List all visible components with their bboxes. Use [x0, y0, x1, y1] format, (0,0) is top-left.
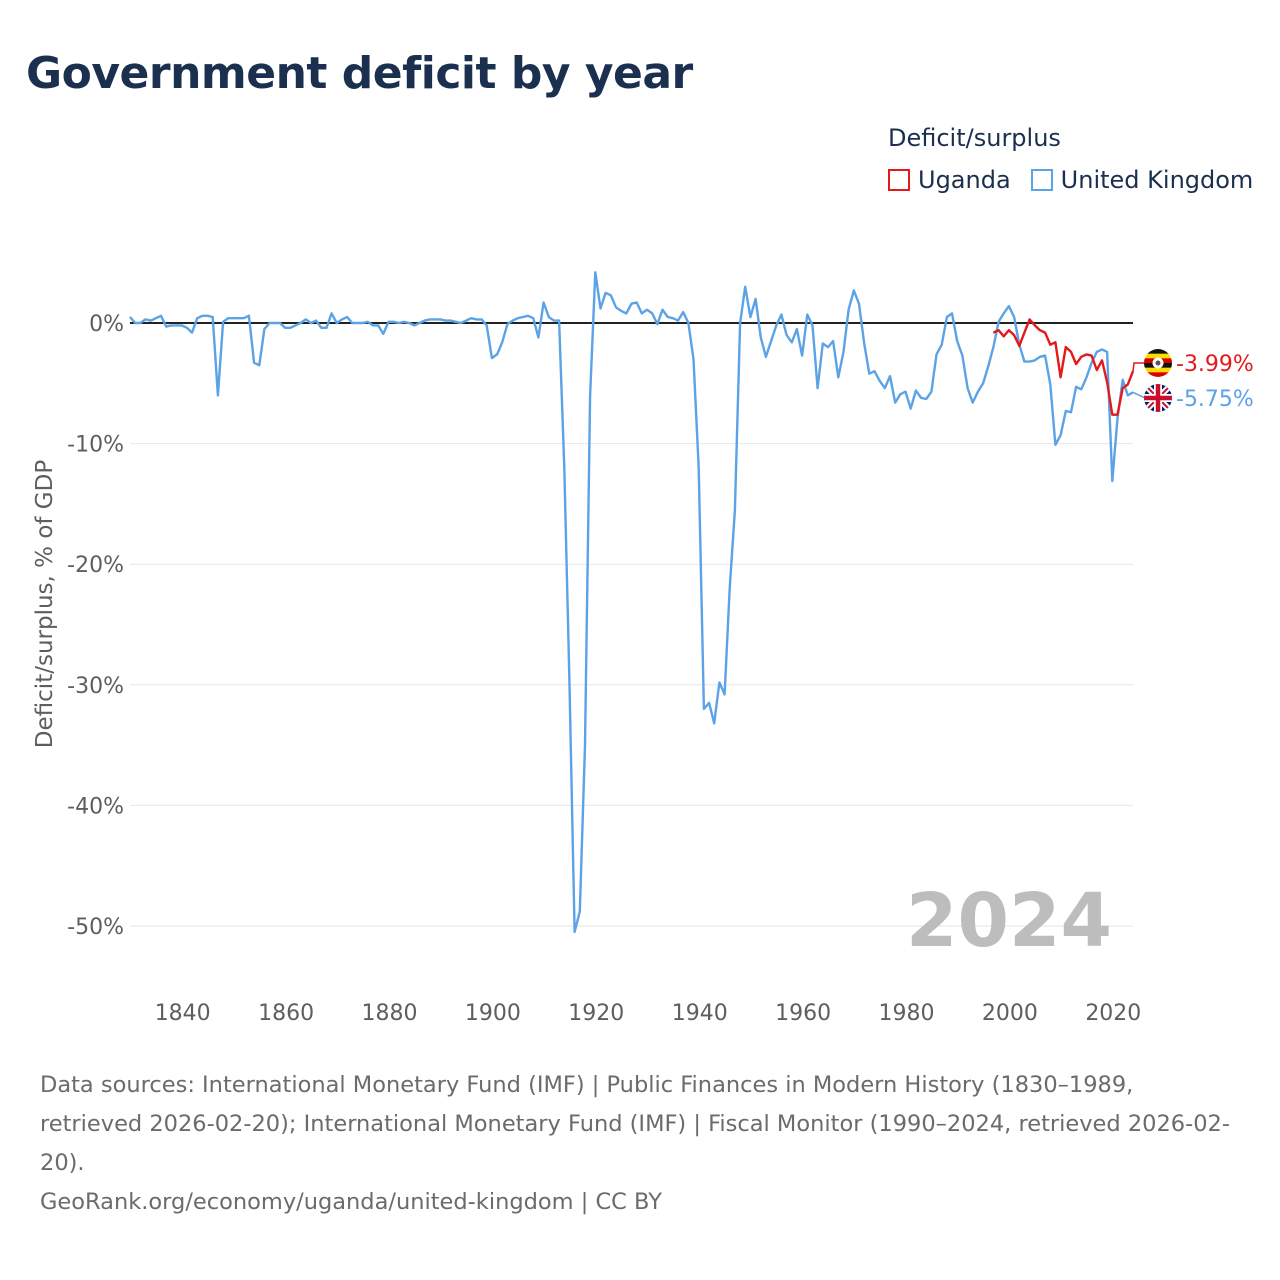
- credit-link[interactable]: GeoRank.org/economy/uganda/united-kingdo…: [40, 1189, 662, 1215]
- end-label-united-kingdom: -5.75%: [1176, 387, 1254, 412]
- y-tick-label: -30%: [67, 674, 124, 699]
- x-tick-label: 1920: [568, 1001, 624, 1026]
- legend-label-united-kingdom: United Kingdom: [1060, 166, 1254, 194]
- x-tick-label: 1860: [258, 1001, 314, 1026]
- uganda-flag-icon: [1144, 349, 1172, 377]
- connector-uganda: [1132, 362, 1145, 372]
- y-axis-label: Deficit/surplus, % of GDP: [32, 460, 58, 749]
- end-label-uganda: -3.99%: [1176, 352, 1254, 377]
- x-tick-label: 2000: [982, 1001, 1038, 1026]
- end-markers: -3.99% -5.75%: [1132, 349, 1254, 412]
- connector-united-kingdom: [1132, 391, 1146, 399]
- y-tick-label: 0%: [89, 312, 124, 337]
- y-tick-label: -10%: [67, 433, 124, 458]
- y-tick-label: -40%: [67, 794, 124, 819]
- legend-swatch-united-kingdom: [1030, 169, 1053, 191]
- united-kingdom-flag-icon: [1144, 384, 1172, 412]
- footer: Data sources: International Monetary Fun…: [40, 1066, 1240, 1222]
- y-tick-label: -20%: [67, 553, 124, 578]
- chart-title: Government deficit by year: [26, 48, 693, 99]
- line-chart: 0%-10%-20%-30%-40%-50% 1840 1860 1880 1900 1…: [32, 271, 1254, 1026]
- y-tick-label: -50%: [67, 915, 124, 940]
- legend-title: Deficit/surplus: [888, 124, 1061, 152]
- year-overlay: 2024: [906, 878, 1112, 964]
- x-tick-label: 1960: [775, 1001, 831, 1026]
- series-lines: [129, 271, 1135, 934]
- y-axis-ticks: 0% -10% -20% -30% -40% -50%: [67, 312, 124, 940]
- legend: Uganda United Kingdom: [888, 166, 1273, 194]
- gridlines: [130, 443, 1133, 927]
- x-tick-label: 1900: [465, 1001, 521, 1026]
- data-sources: Data sources: International Monetary Fun…: [40, 1072, 1230, 1176]
- legend-swatch-uganda: [888, 169, 910, 191]
- legend-label-uganda: Uganda: [918, 166, 1011, 194]
- x-tick-label: 2020: [1085, 1001, 1141, 1026]
- x-tick-label: 1880: [362, 1001, 418, 1026]
- legend-item-united-kingdom[interactable]: United Kingdom: [1030, 166, 1254, 194]
- legend-item-uganda[interactable]: Uganda: [888, 166, 1011, 194]
- x-tick-label: 1940: [672, 1001, 728, 1026]
- series-line-uganda: [992, 318, 1135, 416]
- x-tick-label: 1980: [879, 1001, 935, 1026]
- x-axis-ticks: 1840 1860 1880 1900 1920 1940 1960 1980 2000 2020: [155, 1001, 1142, 1026]
- x-tick-label: 1840: [155, 1001, 211, 1026]
- series-line-united-kingdom: [129, 271, 1134, 934]
